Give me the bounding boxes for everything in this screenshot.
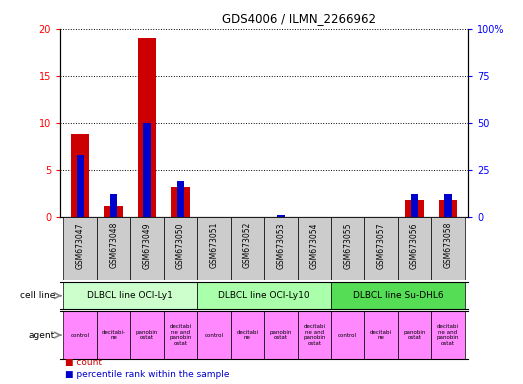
Bar bbox=[97, 311, 130, 359]
Bar bbox=[63, 311, 97, 359]
Text: decitabi
ne: decitabi ne bbox=[236, 329, 258, 341]
Text: DLBCL line OCI-Ly10: DLBCL line OCI-Ly10 bbox=[218, 291, 310, 300]
Bar bbox=[197, 282, 331, 309]
Bar bbox=[264, 217, 298, 280]
Bar bbox=[71, 134, 89, 217]
Text: cell line: cell line bbox=[19, 291, 55, 300]
Text: DLBCL line OCI-Ly1: DLBCL line OCI-Ly1 bbox=[87, 291, 173, 300]
Bar bbox=[143, 123, 151, 217]
Text: control: control bbox=[338, 333, 357, 338]
Text: GSM673056: GSM673056 bbox=[410, 222, 419, 268]
Text: panobin
ostat: panobin ostat bbox=[270, 329, 292, 341]
Bar bbox=[138, 38, 156, 217]
Text: ■ percentile rank within the sample: ■ percentile rank within the sample bbox=[65, 370, 230, 379]
Bar bbox=[365, 217, 398, 280]
Text: GSM673053: GSM673053 bbox=[276, 222, 286, 268]
Bar bbox=[445, 194, 452, 217]
Bar bbox=[177, 181, 184, 217]
Text: GSM673052: GSM673052 bbox=[243, 222, 252, 268]
Text: decitabi
ne and
panobin
ostat: decitabi ne and panobin ostat bbox=[169, 324, 192, 346]
Bar bbox=[398, 311, 431, 359]
Text: control: control bbox=[71, 333, 90, 338]
Bar bbox=[431, 217, 465, 280]
Text: decitabi
ne and
panobin
ostat: decitabi ne and panobin ostat bbox=[437, 324, 459, 346]
Bar bbox=[197, 217, 231, 280]
Text: panobin
ostat: panobin ostat bbox=[136, 329, 158, 341]
Bar bbox=[172, 187, 190, 217]
Text: decitabi
ne and
panobin
ostat: decitabi ne and panobin ostat bbox=[303, 324, 325, 346]
Bar bbox=[63, 282, 197, 309]
Text: decitabi
ne: decitabi ne bbox=[370, 329, 392, 341]
Text: control: control bbox=[204, 333, 223, 338]
Text: GSM673054: GSM673054 bbox=[310, 222, 319, 268]
Bar bbox=[439, 200, 457, 217]
Bar bbox=[411, 194, 418, 217]
Bar bbox=[298, 217, 331, 280]
Bar bbox=[130, 217, 164, 280]
Bar bbox=[231, 217, 264, 280]
Bar bbox=[398, 217, 431, 280]
Text: GSM673050: GSM673050 bbox=[176, 222, 185, 268]
Text: GDS4006 / ILMN_2266962: GDS4006 / ILMN_2266962 bbox=[222, 12, 376, 25]
Text: decitabi-
ne: decitabi- ne bbox=[101, 329, 126, 341]
Text: GSM673051: GSM673051 bbox=[209, 222, 219, 268]
Text: panobin
ostat: panobin ostat bbox=[403, 329, 426, 341]
Bar bbox=[277, 215, 285, 217]
Text: GSM673049: GSM673049 bbox=[143, 222, 152, 268]
Bar bbox=[110, 194, 117, 217]
Bar bbox=[331, 217, 365, 280]
Text: DLBCL line Su-DHL6: DLBCL line Su-DHL6 bbox=[353, 291, 443, 300]
Bar bbox=[431, 311, 465, 359]
Text: GSM673057: GSM673057 bbox=[377, 222, 385, 268]
Bar bbox=[331, 282, 465, 309]
Bar bbox=[105, 206, 123, 217]
Bar bbox=[164, 311, 197, 359]
Bar bbox=[63, 217, 97, 280]
Bar bbox=[405, 200, 424, 217]
Text: GSM673047: GSM673047 bbox=[76, 222, 85, 268]
Bar bbox=[365, 311, 398, 359]
Bar bbox=[197, 311, 231, 359]
Bar bbox=[231, 311, 264, 359]
Bar bbox=[264, 311, 298, 359]
Bar bbox=[76, 155, 84, 217]
Bar bbox=[164, 217, 197, 280]
Bar bbox=[97, 217, 130, 280]
Text: ■ count: ■ count bbox=[65, 358, 103, 367]
Text: GSM673055: GSM673055 bbox=[343, 222, 352, 268]
Text: GSM673048: GSM673048 bbox=[109, 222, 118, 268]
Bar bbox=[331, 311, 365, 359]
Text: GSM673058: GSM673058 bbox=[444, 222, 452, 268]
Bar bbox=[298, 311, 331, 359]
Text: agent: agent bbox=[29, 331, 55, 339]
Bar bbox=[130, 311, 164, 359]
